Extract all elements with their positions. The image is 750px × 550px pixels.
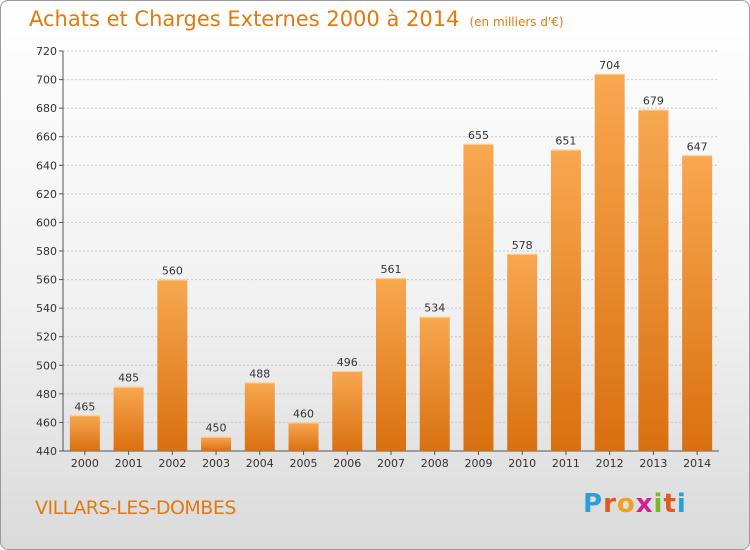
bar-2008 bbox=[419, 316, 450, 451]
y-tick-label: 720 bbox=[36, 45, 57, 58]
y-tick-label: 580 bbox=[36, 245, 57, 258]
logo-letter: P bbox=[583, 489, 604, 519]
logo-letter: t bbox=[663, 489, 677, 519]
x-tick-label-2004: 2004 bbox=[246, 457, 274, 470]
y-tick-label: 640 bbox=[36, 159, 57, 172]
bar-2012 bbox=[594, 73, 625, 451]
x-tick-label-2011: 2011 bbox=[552, 457, 580, 470]
value-label-2006: 496 bbox=[337, 356, 358, 369]
bar-2013 bbox=[638, 109, 669, 452]
y-tick-label: 600 bbox=[36, 216, 57, 229]
bars bbox=[69, 73, 713, 452]
bar-2003 bbox=[201, 436, 232, 451]
x-tick-label-2014: 2014 bbox=[683, 457, 711, 470]
x-tick-label-2008: 2008 bbox=[421, 457, 449, 470]
x-tick-label-2000: 2000 bbox=[71, 457, 99, 470]
value-label-2005: 460 bbox=[293, 407, 314, 420]
y-tick-label: 540 bbox=[36, 302, 57, 315]
x-tick-label-2001: 2001 bbox=[115, 457, 143, 470]
value-label-2002: 560 bbox=[162, 265, 183, 278]
x-tick-label-2013: 2013 bbox=[639, 457, 667, 470]
bar-2010 bbox=[507, 253, 538, 451]
value-label-2012: 704 bbox=[599, 59, 620, 72]
logo-letter: r bbox=[603, 489, 617, 519]
value-label-2008: 534 bbox=[424, 302, 445, 315]
y-tick-label: 660 bbox=[36, 131, 57, 144]
x-tick-label-2009: 2009 bbox=[464, 457, 492, 470]
x-tick-label-2002: 2002 bbox=[158, 457, 186, 470]
bar-2005 bbox=[288, 422, 319, 451]
y-tick-label: 620 bbox=[36, 188, 57, 201]
x-tick-label-2010: 2010 bbox=[508, 457, 536, 470]
bar-2002 bbox=[157, 279, 188, 451]
y-tick-label: 680 bbox=[36, 102, 57, 115]
logo-letter: o bbox=[616, 489, 636, 519]
logo-letter: x bbox=[635, 489, 654, 519]
x-tick-label-2007: 2007 bbox=[377, 457, 405, 470]
value-label-2001: 485 bbox=[118, 372, 139, 385]
bar-2000 bbox=[69, 415, 100, 451]
bar-2004 bbox=[244, 382, 275, 451]
y-tick-label: 520 bbox=[36, 331, 57, 344]
chart-unit: (en milliers d'€) bbox=[469, 15, 564, 29]
value-label-2011: 651 bbox=[555, 135, 576, 148]
y-tick-label: 700 bbox=[36, 74, 57, 87]
labels: 440 460 480 500 520 540 560 580 600 620 640 660 680 7… bbox=[36, 45, 711, 470]
y-tick-label: 480 bbox=[36, 388, 57, 401]
bar-2011 bbox=[550, 149, 581, 452]
bar-2014 bbox=[682, 155, 713, 452]
bar-2007 bbox=[376, 278, 406, 451]
y-tick-label: 500 bbox=[36, 359, 57, 372]
chart-title-text: Achats et Charges Externes 2000 à 2014 bbox=[29, 7, 460, 31]
bar-2006 bbox=[332, 371, 363, 451]
value-label-2009: 655 bbox=[468, 129, 489, 142]
value-label-2014: 647 bbox=[687, 140, 708, 153]
y-tick-label: 560 bbox=[36, 274, 57, 287]
commune-name: VILLARS-LES-DOMBES bbox=[35, 497, 236, 519]
logo-letter: i bbox=[653, 489, 664, 519]
x-tick-label-2012: 2012 bbox=[596, 457, 624, 470]
y-tick-label: 440 bbox=[36, 445, 57, 458]
y-tick-label: 460 bbox=[36, 416, 57, 429]
bar-2009 bbox=[463, 143, 494, 451]
value-label-2003: 450 bbox=[206, 422, 227, 435]
value-label-2013: 679 bbox=[643, 95, 664, 108]
proxiti-logo[interactable]: Proxiti bbox=[583, 489, 687, 519]
x-tick-label-2003: 2003 bbox=[202, 457, 230, 470]
value-label-2007: 561 bbox=[381, 263, 402, 276]
logo-letter: i bbox=[676, 489, 687, 519]
value-label-2000: 465 bbox=[74, 400, 95, 413]
bar-2001 bbox=[113, 386, 144, 451]
chart-title: Achats et Charges Externes 2000 à 2014 (e… bbox=[29, 7, 564, 31]
value-label-2004: 488 bbox=[249, 367, 270, 380]
x-tick-label-2006: 2006 bbox=[333, 457, 361, 470]
x-tick-label-2005: 2005 bbox=[290, 457, 318, 470]
value-label-2010: 578 bbox=[512, 239, 533, 252]
